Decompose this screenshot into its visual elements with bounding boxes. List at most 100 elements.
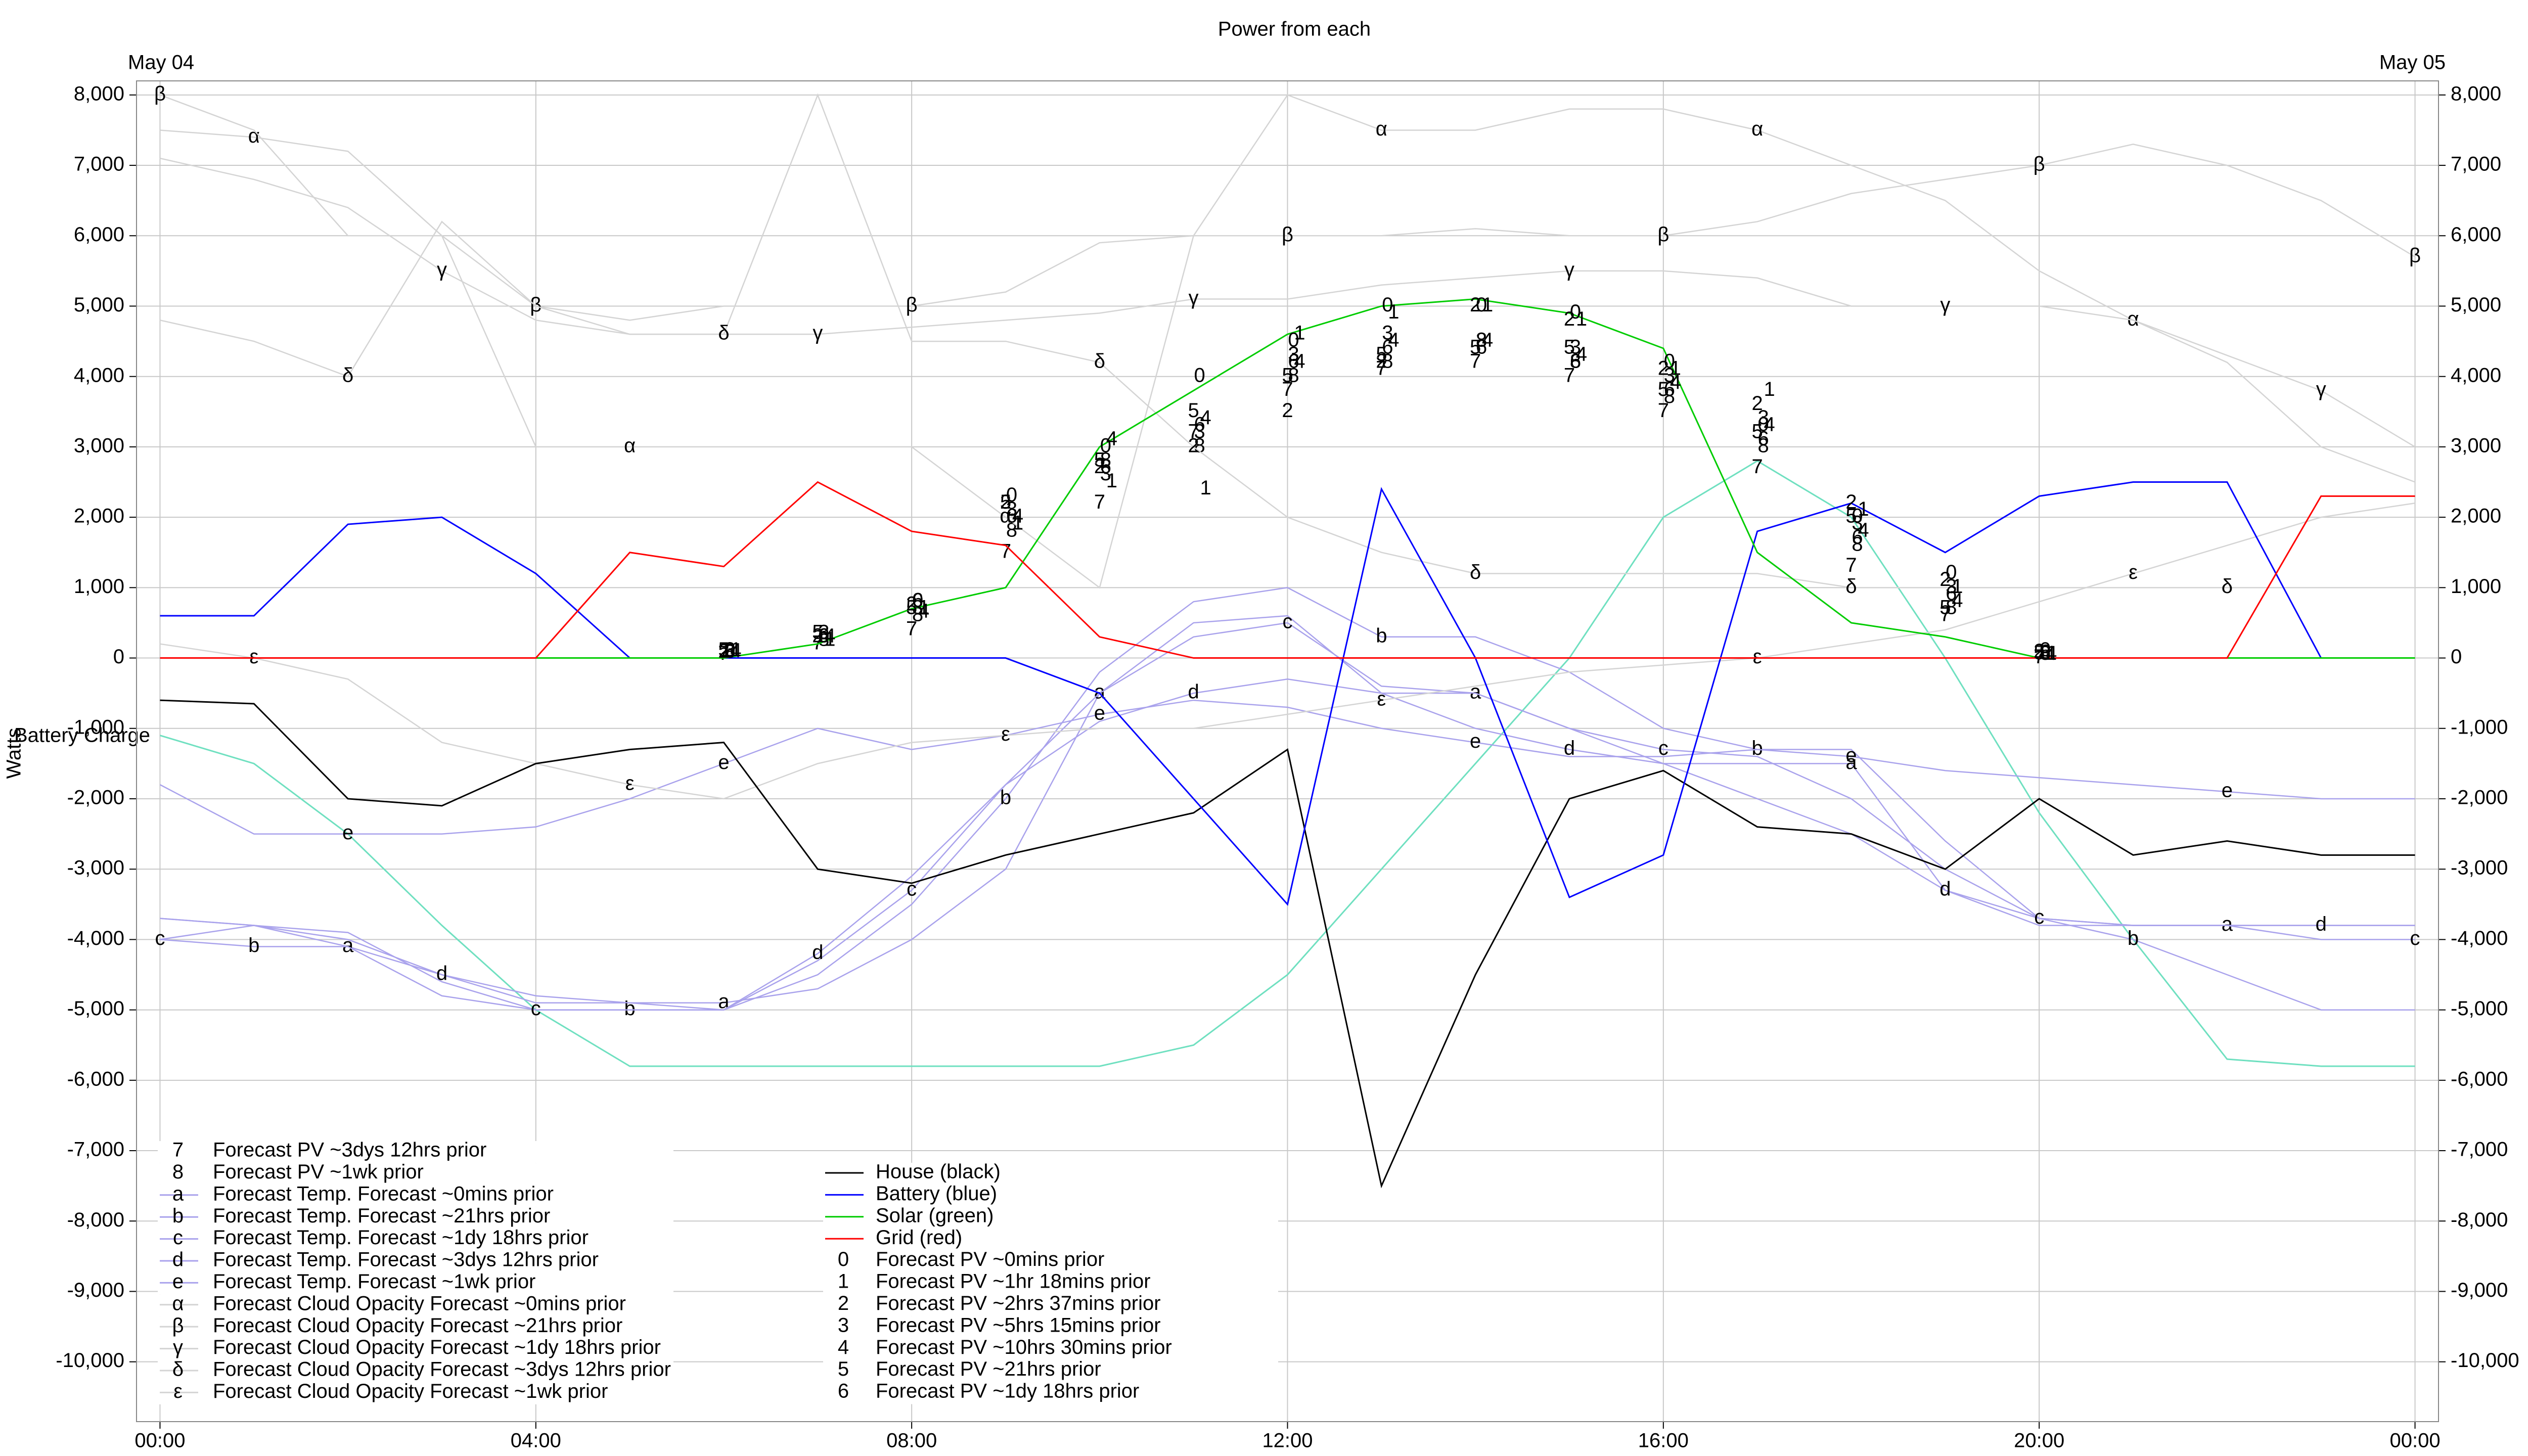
forecast-symbol: 2 <box>1376 350 1387 372</box>
line-symbol: c <box>2410 927 2420 949</box>
series-line <box>160 481 2415 906</box>
line-symbol: γ <box>2316 378 2326 400</box>
line-symbol: α <box>1751 118 1763 140</box>
legend-bg <box>158 1338 673 1360</box>
line-symbol: c <box>907 878 917 900</box>
legend-symbol: ε <box>173 1380 183 1402</box>
legend-bg <box>158 1316 673 1339</box>
forecast-symbol: 7 <box>2034 646 2045 668</box>
legend-bg <box>158 1272 673 1295</box>
line-symbol: δ <box>1094 350 1105 372</box>
forecast-symbol: 4 <box>730 640 741 662</box>
series-line <box>160 157 2416 447</box>
forecast-symbol: 1 <box>1012 512 1023 534</box>
line-symbol: γ <box>437 258 447 281</box>
forecast-symbol: 6 <box>1852 526 1863 548</box>
series-line <box>160 94 2415 589</box>
y2-tick-label: -3,000 <box>2451 857 2508 879</box>
forecast-symbol: 8 <box>912 604 923 626</box>
forecast-symbol: 2 <box>1845 491 1857 513</box>
forecast-symbol: 8 <box>2040 642 2051 664</box>
y2-tick-label: 2,000 <box>2451 505 2501 527</box>
legend-symbol: c <box>173 1226 183 1249</box>
forecast-symbol: 6 <box>1664 378 1675 400</box>
legend-label: Forecast Temp. Forecast ~3dys 12hrs prio… <box>213 1249 599 1271</box>
forecast-symbol: 1 <box>824 628 835 650</box>
series-line <box>160 699 2415 1189</box>
y-tick-label: -1,000 <box>67 716 124 738</box>
y-tick-label: -5,000 <box>67 997 124 1020</box>
forecast-symbol: 3 <box>1100 463 1111 485</box>
forecast-symbol: 4 <box>1670 371 1681 393</box>
legend-bg <box>158 1294 673 1317</box>
legend-bg <box>823 1382 1278 1404</box>
legend-label: Forecast Cloud Opacity Forecast ~1dy 18h… <box>213 1336 661 1358</box>
forecast-symbol: 6 <box>2040 641 2051 663</box>
line-symbol: γ <box>812 322 823 344</box>
forecast-symbol: 4 <box>1012 505 1023 527</box>
y2-tick-label: 8,000 <box>2451 82 2501 105</box>
start-date-label: May 04 <box>128 52 194 74</box>
forecast-symbol: 5 <box>2034 642 2045 664</box>
forecast-symbol: 0 <box>1946 561 1957 583</box>
line-symbol: ε <box>249 646 258 668</box>
line-symbol: d <box>2316 913 2327 935</box>
line-symbol: b <box>2128 927 2139 949</box>
forecast-symbol: 0 <box>1100 434 1111 457</box>
y-tick-label: 4,000 <box>74 364 124 386</box>
forecast-symbol: 6 <box>1288 350 1299 372</box>
forecast-symbol: 3 <box>818 621 829 643</box>
forecast-symbol: 8 <box>818 628 829 650</box>
forecast-symbol: 8 <box>1476 329 1487 351</box>
y2-tick-label: -8,000 <box>2451 1209 2508 1231</box>
forecast-symbol: 4 <box>1858 519 1869 541</box>
line-symbol: γ <box>1940 294 1950 316</box>
series-line <box>159 699 2415 835</box>
forecast-symbol: 5 <box>1564 336 1575 358</box>
forecast-symbol: 0 <box>1288 329 1299 351</box>
legend-label: Forecast PV ~1hr 18mins prior <box>876 1270 1151 1293</box>
line-symbol: c <box>155 927 165 949</box>
y2-tick-label: -9,000 <box>2451 1279 2508 1301</box>
line-symbol: d <box>812 941 823 964</box>
forecast-symbol: 3 <box>1946 575 1957 598</box>
forecast-symbol: 7 <box>1845 554 1857 576</box>
line-symbol: δ <box>718 322 729 344</box>
forecast-symbol: 5 <box>1939 597 1951 619</box>
x-tick-label: 20:00 <box>2014 1430 2064 1452</box>
forecast-symbol: 6 <box>818 624 829 647</box>
legend-bg <box>823 1250 1278 1272</box>
forecast-symbol: 2 <box>1094 456 1105 478</box>
legend-symbol: 6 <box>838 1380 849 1402</box>
legend-symbol: 0 <box>838 1248 849 1270</box>
y-tick-label: 0 <box>113 646 124 668</box>
y2-tick-label: 4,000 <box>2451 364 2501 386</box>
forecast-symbol: 2 <box>1752 392 1763 415</box>
legend-symbol: α <box>172 1292 184 1314</box>
forecast-symbol: 8 <box>1382 350 1393 372</box>
legend-label: Forecast Temp. Forecast ~1dy 18hrs prior <box>213 1226 589 1249</box>
forecast-symbol: 8 <box>1852 533 1863 555</box>
forecast-symbol: 4 <box>1200 406 1211 429</box>
line-symbol: d <box>1939 878 1951 900</box>
y2-tick-label: 0 <box>2451 646 2462 668</box>
x-tick-label: 12:00 <box>1262 1430 1313 1452</box>
line-symbol: b <box>1752 737 1763 759</box>
chart-title: Power from each <box>1218 18 1371 40</box>
x-tick-label: 16:00 <box>1638 1430 1689 1452</box>
line-symbol: β <box>2034 153 2045 175</box>
forecast-symbol: 5 <box>1470 336 1481 358</box>
forecast-symbol: 4 <box>1388 329 1399 351</box>
forecast-symbol: 3 <box>1194 421 1205 443</box>
forecast-symbol: 5 <box>1094 448 1105 471</box>
forecast-symbol: 2 <box>1658 357 1669 379</box>
forecast-symbol: 5 <box>1752 421 1763 443</box>
forecast-symbol: 0 <box>724 639 735 661</box>
forecast-symbol: 5 <box>1188 399 1199 422</box>
series-line <box>160 678 2415 1011</box>
forecast-symbol: 7 <box>1188 421 1199 443</box>
forecast-symbol: 3 <box>1476 329 1487 351</box>
legend-symbol: 1 <box>838 1270 849 1293</box>
line-symbol: a <box>2222 913 2233 935</box>
y-axis-label: Watts <box>3 728 25 779</box>
